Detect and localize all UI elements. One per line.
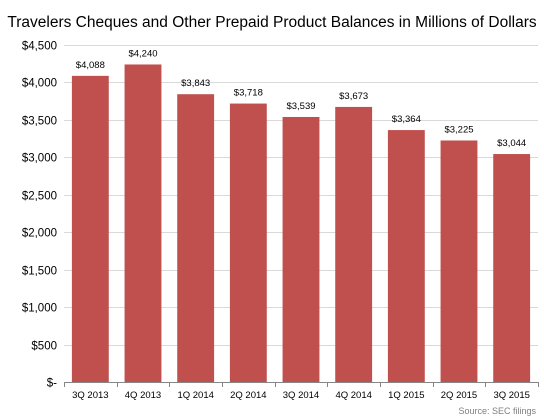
bar [493,154,531,382]
bar-data-label: $3,673 [339,91,368,102]
bar-data-label: $3,718 [234,88,263,99]
y-tick-label: $1,000 [22,303,57,315]
source-note: Source: SEC filings [458,406,536,416]
bar [124,64,162,383]
y-tick-label: $- [47,378,57,390]
bar [282,116,320,382]
bar-data-label: $3,843 [181,78,210,89]
x-tick-label: 1Q 2015 [388,390,424,401]
x-tick-label: 3Q 2013 [72,390,108,401]
x-tick-label: 2Q 2014 [230,390,266,401]
y-tick-label: $2,500 [22,191,57,203]
bar [440,140,478,382]
bar-data-label: $3,044 [497,138,526,149]
bar-data-label: $4,240 [128,48,157,59]
bar [229,103,267,382]
bar-data-label: $3,539 [286,101,315,112]
x-tick-label: 1Q 2014 [177,390,213,401]
bar [387,130,425,382]
bars [71,64,531,383]
y-axis-ticks: $- $500 $1,000 $1,500 $2,000 $2,500 $3,000 $3,5… [22,41,57,390]
bar-data-label: $3,225 [444,124,473,135]
bar-data-label: $3,364 [392,114,421,125]
bar [335,106,373,383]
bar [71,75,109,383]
y-tick-label: $3,500 [22,116,57,128]
bar [177,94,215,383]
x-tick-label: 2Q 2015 [441,390,477,401]
x-tick-label: 4Q 2013 [125,390,161,401]
bar-data-label: $4,088 [76,60,105,71]
data-labels: $4,088 $4,240 $3,843 $3,718 $3,539 $3,673 $3,3… [76,48,526,149]
y-tick-label: $4,000 [22,78,57,90]
x-axis-ticks: 3Q 2013 4Q 2013 1Q 2014 2Q 2014 3Q 2014 4Q 20… [64,382,539,401]
x-tick-label: 3Q 2015 [493,390,529,401]
y-tick-label: $2,000 [22,228,57,240]
chart-title: Travelers Cheques and Other Prepaid Prod… [7,14,537,31]
x-tick-label: 4Q 2014 [335,390,371,401]
y-tick-label: $4,500 [22,41,57,53]
y-tick-label: $500 [31,341,57,353]
x-tick-label: 3Q 2014 [283,390,319,401]
y-tick-label: $3,000 [22,153,57,165]
y-tick-label: $1,500 [22,266,57,278]
